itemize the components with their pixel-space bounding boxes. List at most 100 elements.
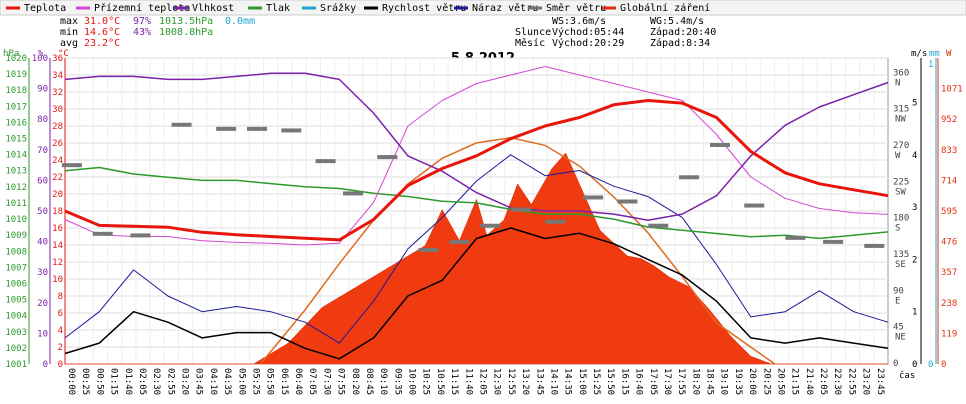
x-tick-label: 09:35 <box>392 368 402 395</box>
wind-dir-mark <box>617 199 638 204</box>
x-tick-label: 15:00 <box>577 368 587 395</box>
x-tick-label: 03:20 <box>180 368 190 395</box>
x-tick-label: 12:05 <box>478 368 488 395</box>
x-tick-label: 11:40 <box>463 368 473 395</box>
rain-tick: 1 <box>928 60 933 70</box>
pressure-tick: 1004 <box>5 312 27 322</box>
series-vlhkost <box>64 72 889 221</box>
x-tick-label: 22:05 <box>818 368 828 395</box>
wind-ms-tick: 0 <box>912 360 917 370</box>
avg-temp: 23.2°C <box>84 38 120 49</box>
humidity-tick: 50 <box>37 207 48 217</box>
x-tick-label: 22:30 <box>832 368 842 395</box>
legend-label-4: Srážky <box>320 2 356 14</box>
wind-direction-series <box>61 122 885 252</box>
x-tick-label: 10:00 <box>407 368 417 395</box>
x-tick-label: 10:50 <box>435 368 445 395</box>
astro-info: WS:3.6m/s WG:5.4m/s Slunce Východ:05:44 … <box>515 16 716 49</box>
wind-dir-mark <box>823 239 844 244</box>
x-tick-label: 18:45 <box>705 368 715 395</box>
wind-dir-mark <box>709 142 730 147</box>
wind-dir-mark <box>864 243 885 248</box>
rain-tick: 0 <box>928 360 933 370</box>
series-globalni-zareni <box>65 152 888 365</box>
x-tick-label: 17:30 <box>662 368 672 395</box>
wind-dir-mark <box>343 191 364 196</box>
legend-label-7: Směr větru <box>546 2 606 14</box>
x-tick-label: 05:50 <box>265 368 275 395</box>
y-axes: 1001100210031004100510061007100810091010… <box>5 54 962 370</box>
x-tick-label: 13:45 <box>534 368 544 395</box>
series-náraz-větru <box>64 154 889 344</box>
wind-dir-tick: 360 <box>893 68 909 78</box>
x-tick-label: 21:15 <box>790 368 800 395</box>
pressure-tick: 1020 <box>5 54 27 64</box>
wind-dir-mark <box>679 175 700 180</box>
max-humidity: 97% <box>133 16 151 27</box>
wind-dir-tick: 0 <box>893 359 898 369</box>
x-tick-label: 15:25 <box>591 368 601 395</box>
wind-dir-mark <box>744 203 765 208</box>
x-tick-label: 04:35 <box>222 368 232 395</box>
sun-set: Západ:20:40 <box>650 26 716 38</box>
wind-dir-tick: 270 <box>893 141 909 151</box>
wind-dir-compass: E <box>895 296 900 306</box>
temperature-tick: 4 <box>58 326 63 336</box>
radiation-tick: 238 <box>941 299 957 309</box>
x-tick-label: 04:10 <box>208 368 218 395</box>
wind-dir-mark <box>377 155 398 160</box>
pressure-tick: 1005 <box>5 296 27 306</box>
pressure-tick: 1002 <box>5 344 27 354</box>
pressure-tick: 1015 <box>5 135 27 145</box>
temperature-tick: 28 <box>52 122 63 132</box>
temperature-tick: 26 <box>52 139 63 149</box>
min-temp: 14.6°C <box>84 27 120 38</box>
x-tick-label: 02:05 <box>137 368 147 395</box>
temperature-tick: 0 <box>58 360 63 370</box>
sun-rise: Východ:05:44 <box>552 26 624 38</box>
legend-label-6: Náraz větru <box>472 2 538 14</box>
temperature-tick: 30 <box>52 105 63 115</box>
x-tick-label: 01:40 <box>123 368 133 395</box>
series-přízemní-teplota <box>64 66 889 246</box>
x-tick-label: 01:15 <box>109 368 119 395</box>
x-tick-label: 07:05 <box>307 368 317 395</box>
x-tick-label: 09:10 <box>378 368 388 395</box>
temperature-tick: 12 <box>52 258 63 268</box>
wind-ms-tick: 2 <box>912 255 917 265</box>
wind-speed-avg: WS:3.6m/s <box>552 16 606 27</box>
wind-dir-mark <box>92 231 113 236</box>
wind-dir-mark <box>480 223 501 228</box>
pressure-tick: 1010 <box>5 215 27 225</box>
unit-pct: % <box>38 49 44 59</box>
unit-mm: mm <box>929 49 940 59</box>
x-tick-label: 00:50 <box>94 368 104 395</box>
x-tick-label: 13:20 <box>520 368 530 395</box>
x-tick-label: 00:25 <box>80 368 90 395</box>
pressure-tick: 1001 <box>5 360 27 370</box>
pressure-tick: 1018 <box>5 86 27 96</box>
temperature-tick: 24 <box>52 156 63 166</box>
legend-label-0: Teplota <box>24 3 66 14</box>
legend-label-8: Globální záření <box>620 2 710 14</box>
wind-dir-tick: 90 <box>893 286 904 296</box>
x-tick-label: 15:50 <box>605 368 615 395</box>
legend-label-2: Vlhkost <box>192 3 234 14</box>
temperature-tick: 20 <box>52 190 63 200</box>
min-label: min <box>60 27 78 38</box>
x-tick-label: 19:35 <box>733 368 743 395</box>
stats-block: max 31.0°C 97% 1013.5hPa 0.0mm min 14.6°… <box>60 16 255 49</box>
x-tick-label: 06:40 <box>293 368 303 395</box>
x-tick-label: 03:45 <box>194 368 204 395</box>
x-tick-label: 05:25 <box>250 368 260 395</box>
x-tick-label: 10:25 <box>421 368 431 395</box>
humidity-tick: 60 <box>37 176 48 186</box>
moon-set: Západ:8:34 <box>650 37 710 49</box>
x-tick-label: 22:55 <box>846 368 856 395</box>
x-tick-label: 05:00 <box>236 368 246 395</box>
wind-dir-mark <box>545 219 566 224</box>
pressure-tick: 1003 <box>5 328 27 338</box>
wind-dir-mark <box>785 235 806 240</box>
max-label: max <box>60 16 78 27</box>
